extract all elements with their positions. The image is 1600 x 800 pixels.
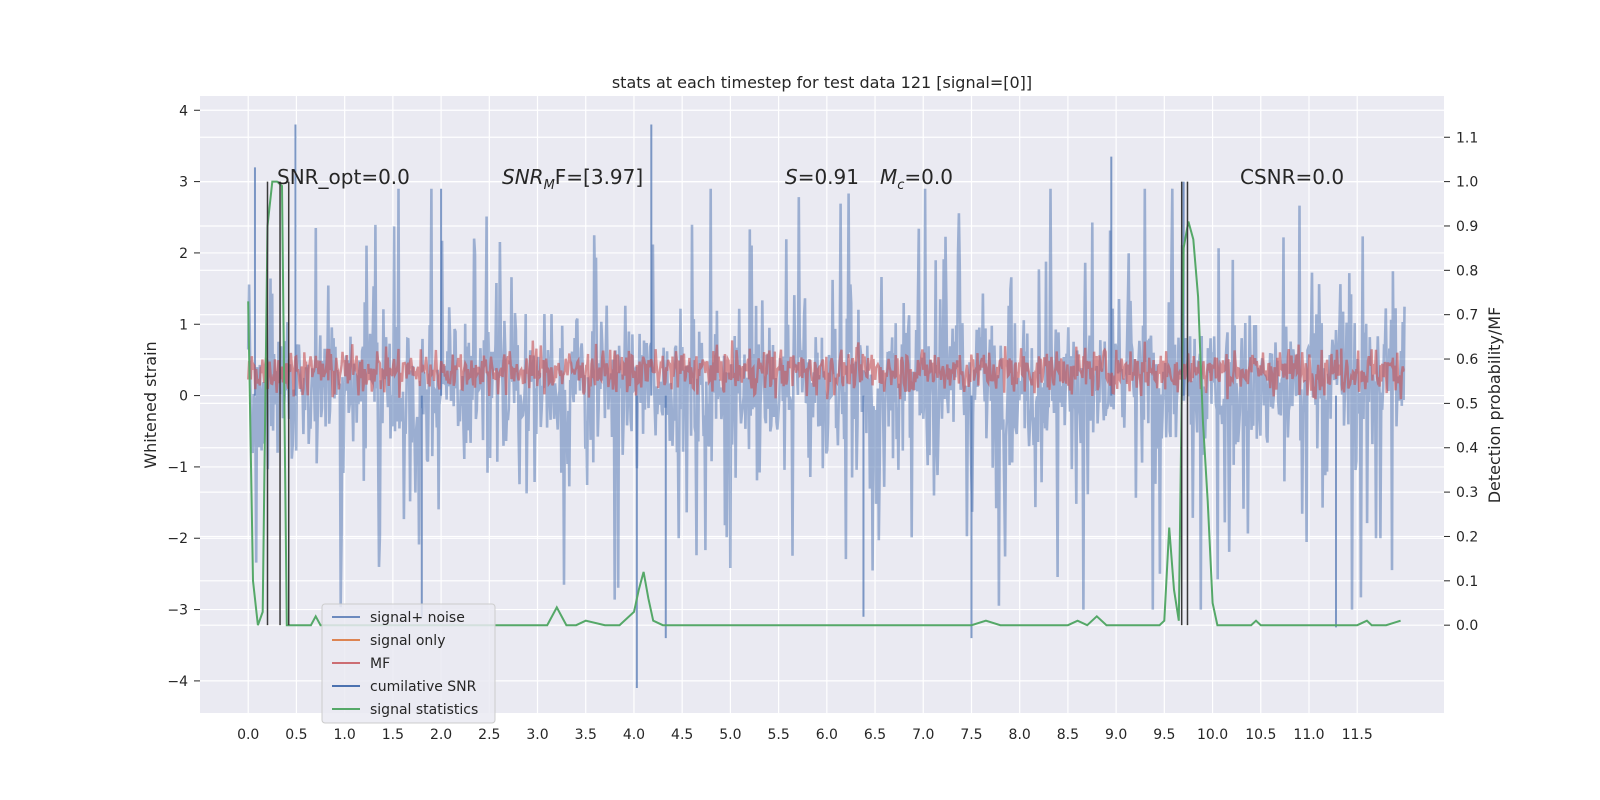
series-layer (246, 124, 1406, 689)
y2-tick-label: 0.1 (1456, 574, 1478, 590)
y-tick-label: −4 (167, 674, 188, 690)
x-tick-label: 10.5 (1245, 727, 1276, 743)
x-tick-label: 4.5 (671, 727, 693, 743)
x-tick-label: 3.5 (575, 727, 597, 743)
legend-label: signal only (370, 633, 445, 649)
x-tick-label: 9.0 (1105, 727, 1127, 743)
y-tick-label: −1 (167, 460, 188, 476)
series-signal-statistics (247, 180, 1401, 627)
y-tick-label: 4 (179, 103, 188, 119)
x-tick-label: 4.0 (623, 727, 645, 743)
y2-tick-label: 0.0 (1456, 618, 1478, 634)
x-tick-label: 11.5 (1342, 727, 1373, 743)
y2-tick-label: 0.4 (1456, 441, 1478, 457)
annotation-snr-mf-subscript: M (544, 178, 555, 193)
annotations: SNR_opt=0.0 SNRMF=[3.97] S=0.91 Mc=0.0 C… (277, 165, 1344, 193)
x-tick-label: 8.0 (1009, 727, 1031, 743)
y-tick-label: 0 (179, 389, 188, 405)
annotation-mc-subscript: c (897, 178, 904, 193)
x-tick-label: 8.5 (1057, 727, 1079, 743)
annotation-snr-mf-value: F=[3.97] (555, 165, 643, 189)
y2-tick-label: 0.8 (1456, 263, 1478, 279)
y2-tick-label: 1.1 (1456, 130, 1478, 146)
y-tick-label: 3 (179, 175, 188, 191)
annotation-snr-mf-symbol: SNR (502, 165, 544, 189)
axes: 0.0 0.5 1.0 1.5 2.0 2.5 3.0 3.5 4.0 4.5 5.0 5.5 6.0 6… (167, 103, 1478, 743)
marker-layer (266, 181, 1189, 626)
y2-tick-label: 0.5 (1456, 396, 1478, 412)
y-tick-label: 2 (179, 246, 188, 262)
legend: signal+ noise signal only MF cumilative SNR… (321, 603, 496, 724)
x-tick-label: 5.5 (767, 727, 789, 743)
y2-tick-label: 0.9 (1456, 219, 1478, 235)
y-tick-label: 1 (179, 317, 188, 333)
mf-trace (247, 340, 1405, 400)
x-tick-label: 0.0 (237, 727, 259, 743)
y-tick-label: −2 (167, 531, 188, 547)
x-tick-label: 5.0 (719, 727, 741, 743)
legend-label: signal+ noise (370, 610, 465, 626)
annotation-snr-opt: SNR_opt=0.0 (277, 165, 410, 189)
y2-axis-label: Detection probability/MF (1485, 307, 1504, 504)
y2-tick-label: 0.3 (1456, 485, 1478, 501)
legend-entries: signal+ noise signal only MF cumilative SNR… (332, 610, 478, 718)
annotation-mc-symbol: M (880, 165, 897, 189)
y-tick-label: −3 (167, 603, 188, 619)
x-tick-label: 3.0 (526, 727, 548, 743)
x-tick-label: 6.0 (816, 727, 838, 743)
legend-label: MF (370, 656, 390, 672)
legend-label: signal statistics (370, 702, 478, 718)
annotation-s: S=0.91 (785, 165, 859, 189)
x-tick-label: 6.5 (864, 727, 886, 743)
y2-tick-label: 0.6 (1456, 352, 1478, 368)
annotation-s-value: =0.91 (798, 165, 859, 189)
y2-tick-label: 1.0 (1456, 175, 1478, 191)
x-tick-label: 2.0 (430, 727, 452, 743)
chart-title: stats at each timestep for test data 121… (612, 73, 1032, 92)
x-tick-label: 0.5 (285, 727, 307, 743)
y-axis-label: Whitened strain (141, 341, 160, 468)
legend-box (321, 603, 496, 724)
y2-tick-label: 0.7 (1456, 308, 1478, 324)
x-tick-label: 7.0 (912, 727, 934, 743)
annotation-mc: Mc=0.0 (880, 165, 953, 193)
annotation-snr-mf: SNRMF=[3.97] (502, 165, 643, 193)
annotation-mc-value: =0.0 (904, 165, 953, 189)
x-tick-label: 7.5 (960, 727, 982, 743)
y2-tick-label: 0.2 (1456, 529, 1478, 545)
x-tick-label: 1.5 (382, 727, 404, 743)
annotation-csnr: CSNR=0.0 (1240, 165, 1344, 189)
x-tick-label: 9.5 (1153, 727, 1175, 743)
series-mf (247, 340, 1405, 400)
legend-label: cumilative SNR (370, 679, 477, 695)
x-tick-label: 1.0 (334, 727, 356, 743)
annotation-s-symbol: S (785, 165, 798, 189)
x-tick-label: 11.0 (1293, 727, 1324, 743)
x-tick-label: 2.5 (478, 727, 500, 743)
x-tick-label: 10.0 (1197, 727, 1228, 743)
